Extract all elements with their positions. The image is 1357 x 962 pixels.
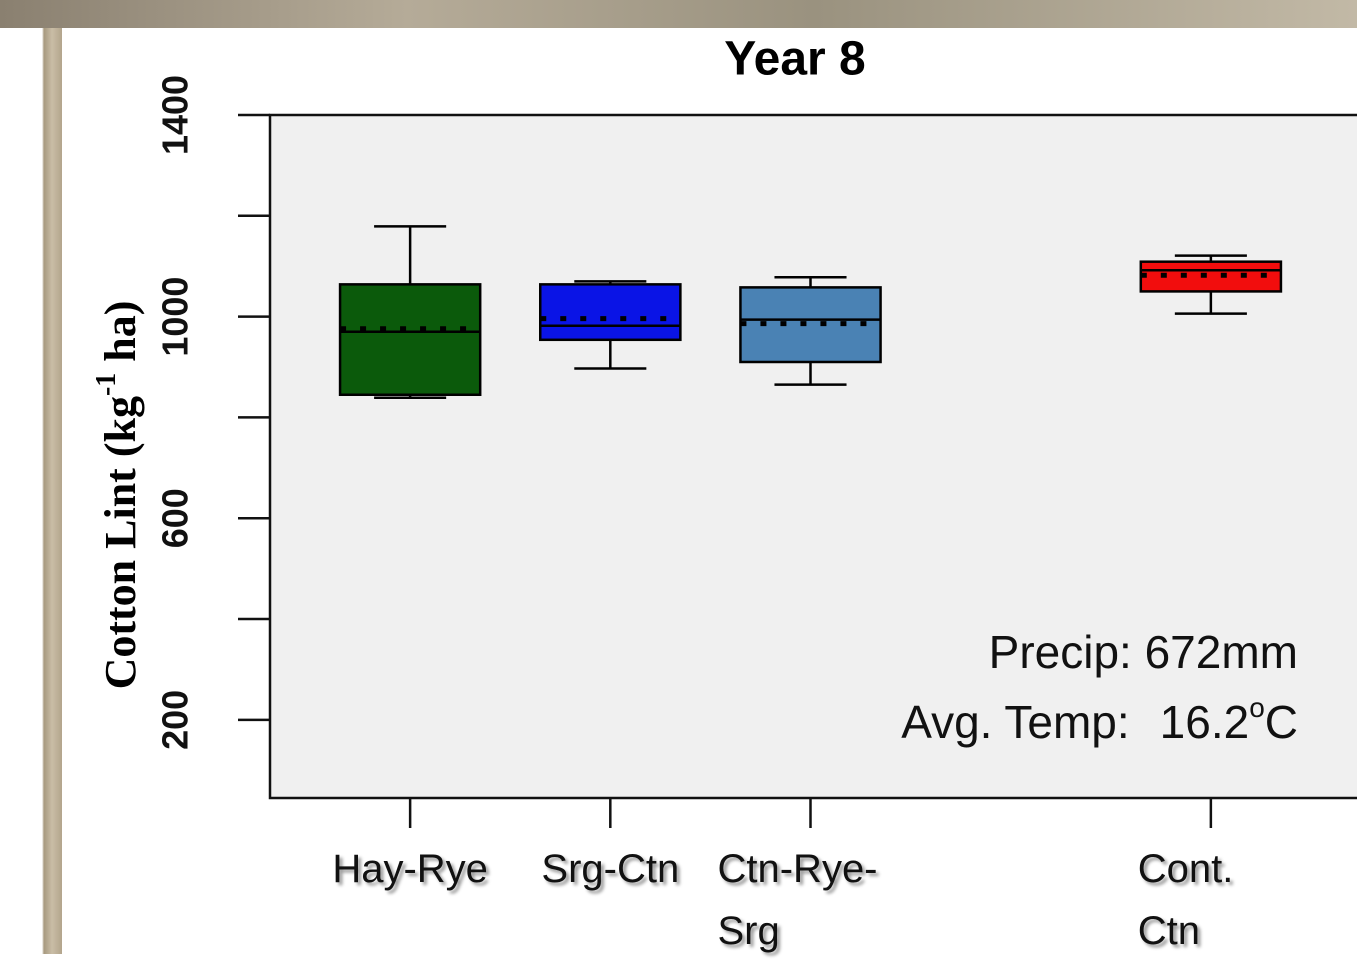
annotation: Precip: 672mm <box>989 626 1298 678</box>
annotation: Avg. Temp: 16.2oC <box>901 692 1298 748</box>
x-tick-label: Hay-Rye <box>332 838 488 900</box>
chart: Year 8 Cotton Lint (kg-1 ha) Precip: 672… <box>0 0 1357 954</box>
y-tick-label: 1000 <box>155 277 196 357</box>
y-axis-label-part: ha) <box>96 301 145 373</box>
y-axis-label-part: Cotton Lint (kg <box>96 396 145 689</box>
y-tick-label: 200 <box>155 690 196 750</box>
page: Year 8 Cotton Lint (kg-1 ha) Precip: 672… <box>0 0 1357 954</box>
x-tick-label: Cont. Ctn <box>1138 838 1284 962</box>
y-axis-label-sup: -1 <box>91 373 122 396</box>
box <box>540 284 680 339</box>
box <box>340 284 480 394</box>
annotation-sup: o <box>1249 692 1265 723</box>
x-tick-label: Srg-Ctn <box>541 838 679 900</box>
y-tick-label: 600 <box>155 488 196 548</box>
x-tick-label: Ctn-Rye-Srg <box>717 838 903 962</box>
annotation-part: Avg. Temp: <box>901 696 1129 748</box>
annotation-part: C <box>1265 696 1298 748</box>
y-axis-label: Cotton Lint (kg-1 ha) <box>91 301 145 690</box>
y-tick-label: 1400 <box>155 75 196 155</box>
annotation-part: 16.2 <box>1160 696 1250 748</box>
chart-title: Year 8 <box>724 33 865 86</box>
